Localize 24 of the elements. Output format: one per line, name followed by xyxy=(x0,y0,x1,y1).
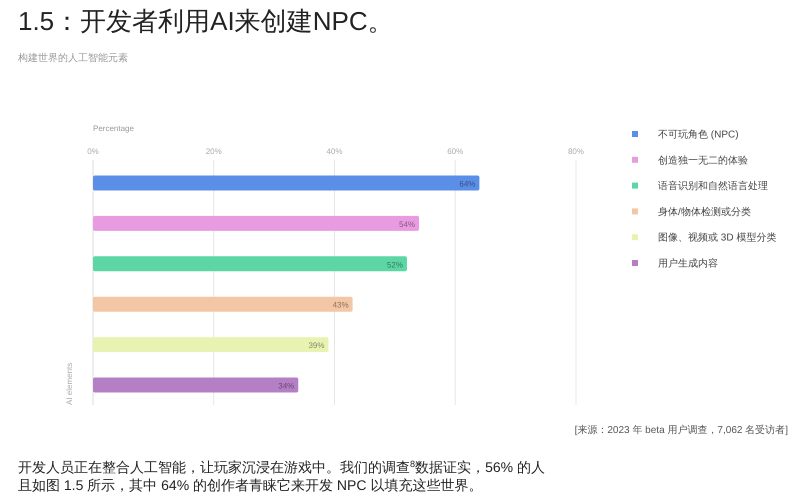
text: 开发人员正在整合人工智能，让玩家沉浸在游戏中。我们的调查$^{8}$数据证实，56% 的人 xyxy=(18,459,545,475)
data-label: 43% xyxy=(332,300,349,310)
x-tick-label: 80% xyxy=(568,147,584,156)
y-axis-title: AI elements xyxy=(65,362,74,405)
data-label: 54% xyxy=(399,220,416,229)
legend-label: 创造独一无二的体验 xyxy=(658,154,748,166)
legend-label: 不可玩角色 (NPC) xyxy=(658,128,739,140)
x-tick-label: 60% xyxy=(447,147,464,156)
legend-label: 语音识别和自然语言处理 xyxy=(658,180,768,192)
data-label: 52% xyxy=(386,260,403,270)
chart-subtitle: 构建世界的人工智能元素 xyxy=(17,52,128,64)
x-axis-title: Percentage xyxy=(93,124,134,133)
text: [来源：2023 年 beta 用户调查，7,062 名受访者] xyxy=(574,424,788,436)
data-label: 39% xyxy=(308,341,324,350)
data-label: 64% xyxy=(459,180,476,188)
x-tick-label: 0% xyxy=(87,147,99,156)
legend-label: 用户生成内容 xyxy=(658,258,718,270)
chart-title: 1.5：开发者利用AI来创建NPC。 xyxy=(18,6,394,36)
legend-label: 图像、视频或 3D 模型分类 xyxy=(658,232,776,244)
x-tick-label: 20% xyxy=(206,147,222,156)
text: 且如图 1.5 所示，其中 64% 的创作者青睐它来开发 NPC 以填充这些世界。 xyxy=(18,477,482,493)
x-tick-label: 40% xyxy=(326,147,343,156)
legend-label: 身体/物体检测或分类 xyxy=(658,206,751,218)
data-label: 34% xyxy=(278,382,294,390)
